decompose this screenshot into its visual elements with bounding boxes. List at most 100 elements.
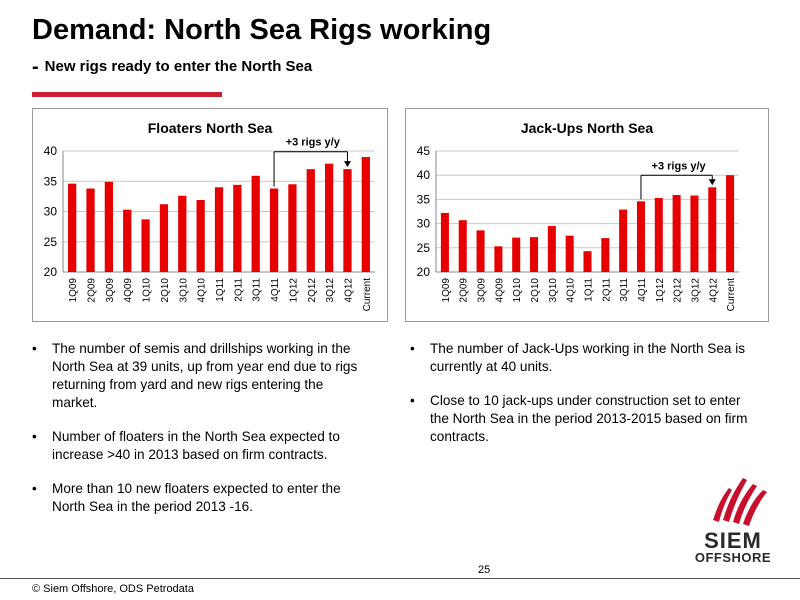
bar [68, 183, 77, 272]
bar [324, 163, 334, 272]
floaters-chart-svg: Floaters North Sea 20 25 30 35 40 1Q09 2Q09 3Q09… [44, 120, 375, 312]
y-tick-label: 30 [417, 217, 431, 231]
bar [251, 175, 260, 272]
bar [214, 187, 224, 272]
y-tick-label: 35 [417, 192, 431, 206]
footer-copyright: © Siem Offshore, ODS Petrodata [32, 583, 194, 595]
bar [361, 157, 370, 272]
floaters-bullet-list: The number of semis and drillships worki… [32, 340, 367, 532]
jackups-chart-svg: Jack-Ups North Sea 20 25 30 35 40 45 1Q09 2Q09 3Q… [417, 120, 739, 312]
x-tick-label: Current [726, 278, 737, 312]
chart-title: Jack-Ups North Sea [521, 120, 653, 136]
y-tick-label: 40 [44, 144, 58, 158]
bar [565, 235, 574, 272]
y-tick-label: 25 [417, 241, 431, 255]
bar [458, 220, 467, 272]
annotation-arrowhead [343, 161, 351, 168]
bar [690, 195, 699, 272]
x-tick-label: 3Q12 [325, 278, 336, 303]
bar [141, 219, 150, 272]
x-tick-label: 4Q10 [197, 278, 208, 303]
bullet-item: The number of semis and drillships worki… [32, 340, 367, 412]
subtitle-dash: - [32, 56, 39, 78]
x-tick-label: 1Q10 [142, 278, 153, 303]
bullet-item: The number of Jack-Ups working in the No… [410, 340, 755, 376]
logo-word-siem: SIEM [704, 528, 762, 553]
x-tick-label: 2Q09 [87, 278, 98, 303]
bar [654, 197, 663, 272]
x-tick-label: 2Q11 [233, 278, 244, 302]
y-tick-label: 35 [44, 174, 58, 188]
x-tick-label: 4Q12 [343, 278, 354, 303]
x-tick-label: 3Q09 [105, 278, 116, 303]
annotation-label: +3 rigs y/y [286, 137, 341, 149]
x-tick-label: 4Q09 [123, 278, 134, 303]
x-tick-label: 1Q10 [512, 278, 523, 303]
sail-icon [713, 478, 767, 526]
bar [159, 204, 169, 272]
floaters-chart: Floaters North Sea 20 25 30 35 40 1Q09 2Q09 3Q09… [32, 108, 388, 322]
x-tick-label: 2Q12 [673, 278, 684, 303]
annotation-label: +3 rigs y/y [652, 160, 707, 172]
x-tick-label: 1Q09 [68, 278, 79, 303]
page-subtitle: - New rigs ready to enter the North Sea [32, 56, 312, 79]
y-tick-label: 20 [44, 265, 58, 279]
x-tick-label: Current [362, 278, 373, 312]
bar [269, 188, 279, 272]
bar [601, 238, 610, 272]
annotation-arrowhead [708, 179, 716, 186]
bar [343, 169, 352, 272]
bar [196, 200, 205, 272]
footer-divider [0, 578, 800, 579]
x-tick-label: 1Q11 [215, 278, 226, 302]
y-tick-label: 30 [44, 205, 58, 219]
x-tick-label: 1Q09 [441, 278, 452, 303]
bar [494, 246, 503, 272]
jackups-bullet-list: The number of Jack-Ups working in the No… [410, 340, 755, 462]
logo-word-offshore: OFFSHORE [694, 550, 772, 565]
bar [547, 226, 556, 272]
bar [708, 187, 717, 272]
bar [86, 188, 95, 272]
x-tick-label: 1Q12 [288, 278, 299, 303]
annotation-arrow [640, 174, 716, 200]
bar [583, 251, 592, 272]
x-tick-label: 2Q09 [459, 278, 470, 303]
x-tick-label: 4Q11 [637, 278, 648, 302]
x-tick-label: 3Q09 [477, 278, 488, 303]
x-tick-label: 4Q10 [566, 278, 577, 303]
x-tick-label: 3Q11 [252, 278, 263, 302]
bar [512, 237, 521, 272]
title-accent-bar [32, 92, 222, 97]
jackups-chart: Jack-Ups North Sea 20 25 30 35 40 45 1Q09 2Q09 3Q… [405, 108, 769, 322]
chart-title: Floaters North Sea [148, 120, 273, 136]
subtitle-text: New rigs ready to enter the North Sea [44, 58, 313, 75]
bar [636, 201, 645, 272]
bar [530, 237, 539, 272]
x-tick-label: 2Q10 [160, 278, 171, 303]
page-title: Demand: North Sea Rigs working [32, 14, 492, 46]
bar [178, 195, 187, 272]
siem-offshore-logo: SIEM OFFSHORE [683, 470, 783, 580]
bar [619, 209, 628, 272]
x-tick-label: 3Q11 [619, 278, 630, 302]
bar [123, 209, 132, 272]
bar [476, 230, 485, 272]
x-tick-label: 3Q10 [548, 278, 559, 303]
y-tick-label: 45 [417, 144, 431, 158]
x-tick-label: 1Q11 [584, 278, 595, 302]
y-tick-label: 40 [417, 168, 431, 182]
page-number: 25 [478, 564, 491, 576]
bar [288, 184, 297, 272]
y-tick-label: 25 [44, 235, 58, 249]
x-tick-label: 3Q12 [690, 278, 701, 303]
bullet-item: Close to 10 jack-ups under construction … [410, 392, 755, 446]
bullet-item: More than 10 new floaters expected to en… [32, 480, 367, 516]
x-tick-label: 3Q10 [178, 278, 189, 303]
bar [672, 195, 681, 272]
y-tick-label: 20 [417, 265, 431, 279]
bullet-item: Number of floaters in the North Sea expe… [32, 428, 367, 464]
x-tick-label: 4Q09 [494, 278, 505, 303]
bar [440, 212, 449, 272]
bar [104, 181, 114, 272]
